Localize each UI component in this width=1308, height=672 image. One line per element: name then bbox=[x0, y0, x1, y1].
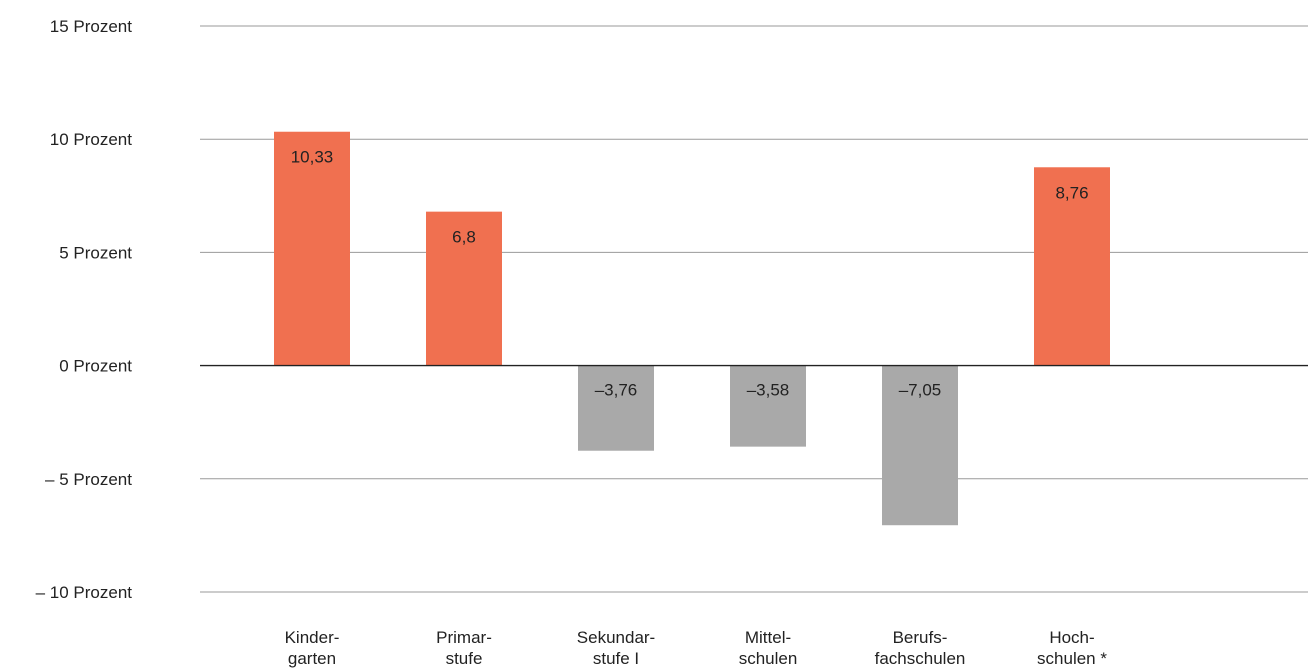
y-tick-label: – 5 Prozent bbox=[45, 470, 132, 489]
category-label: schulen bbox=[739, 649, 798, 668]
bar bbox=[1034, 167, 1110, 366]
category-label: Primar- bbox=[436, 628, 492, 647]
category-label: Sekundar- bbox=[577, 628, 655, 647]
y-tick-label: 0 Prozent bbox=[59, 357, 132, 376]
category-label: Kinder- bbox=[285, 628, 340, 647]
category-label: Mittel- bbox=[745, 628, 791, 647]
y-tick-label: 10 Prozent bbox=[50, 130, 132, 149]
bar bbox=[578, 365, 654, 451]
bar-value-labels: 10,33 6,8 –3,76 –3,58 –7,05 8,76 bbox=[291, 148, 1089, 400]
grid-lines bbox=[200, 25, 1308, 593]
y-tick-label: 5 Prozent bbox=[59, 243, 132, 262]
bar-value-label: –7,05 bbox=[899, 381, 942, 400]
category-label: Hoch- bbox=[1049, 628, 1094, 647]
bar bbox=[882, 365, 958, 526]
bars bbox=[274, 131, 1110, 526]
bar bbox=[274, 131, 350, 366]
y-tick-label: – 10 Prozent bbox=[36, 583, 133, 602]
bar-value-label: 8,76 bbox=[1055, 183, 1088, 202]
bar bbox=[426, 211, 502, 366]
bar bbox=[730, 365, 806, 447]
category-label: fachschulen bbox=[875, 649, 966, 668]
y-tick-label: 15 Prozent bbox=[50, 17, 132, 36]
category-label: stufe bbox=[446, 649, 483, 668]
bar-value-label: 6,8 bbox=[452, 228, 476, 247]
category-label: stufe I bbox=[593, 649, 639, 668]
category-label: garten bbox=[288, 649, 336, 668]
bar-value-label: –3,58 bbox=[747, 381, 790, 400]
category-label: Berufs- bbox=[893, 628, 948, 647]
bar-value-label: 10,33 bbox=[291, 148, 334, 167]
bar-value-label: –3,76 bbox=[595, 381, 638, 400]
category-label: schulen * bbox=[1037, 649, 1107, 668]
x-axis-category-labels: Kinder-garten Primar-stufe Sekundar-stufe … bbox=[285, 628, 1108, 668]
y-axis-tick-labels: 15 Prozent 10 Prozent 5 Prozent 0 Prozent – … bbox=[36, 17, 133, 602]
